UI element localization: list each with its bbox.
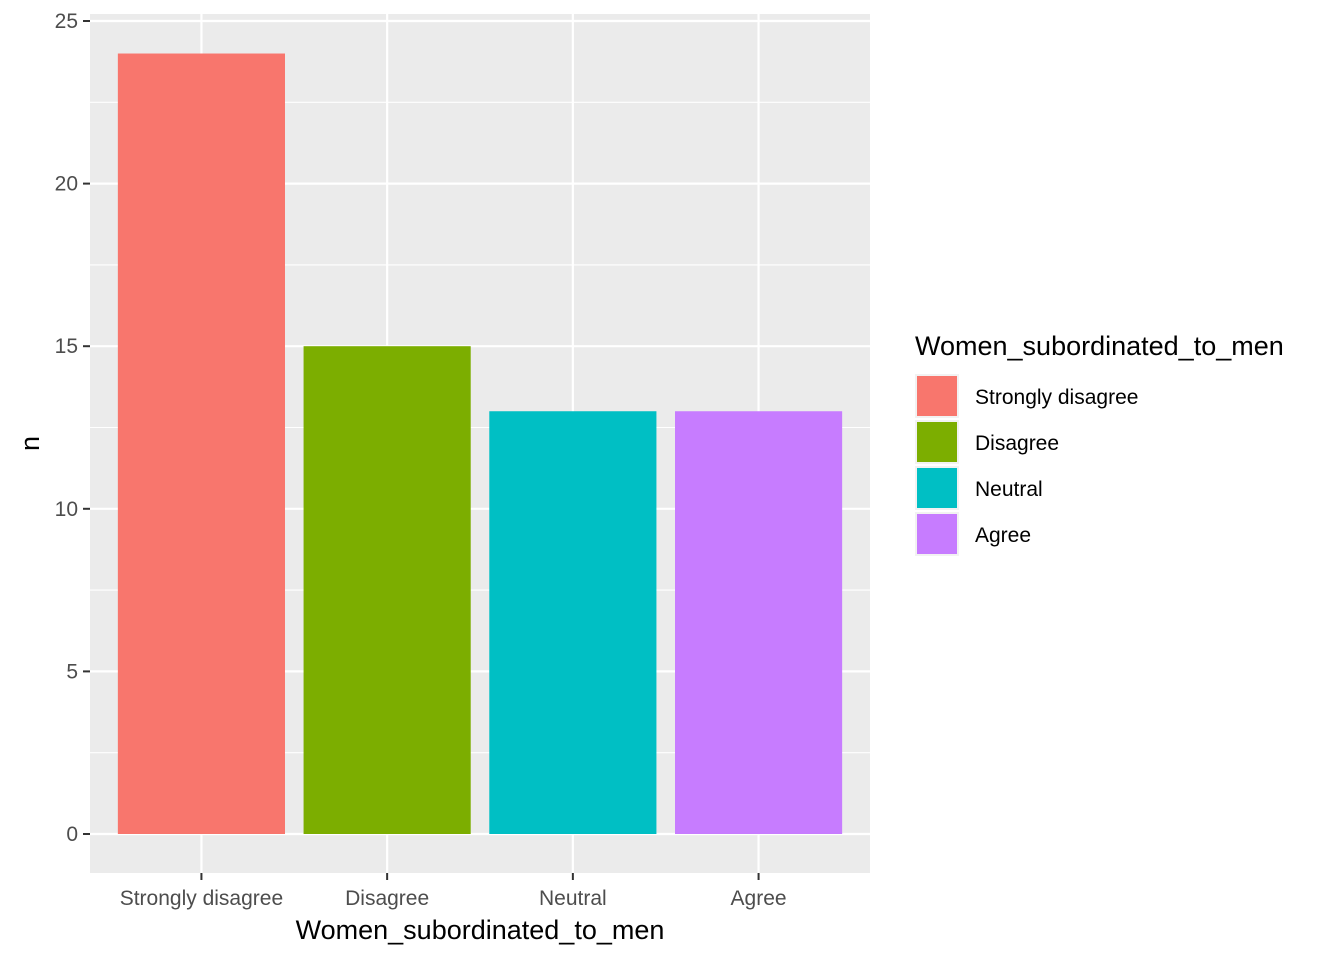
legend-swatch [917,514,957,554]
y-tick-label: 5 [66,660,78,683]
y-tick-label: 10 [55,498,78,521]
legend: Women_subordinated_to_men Strongly disag… [915,331,1284,556]
y-tick-label: 25 [55,10,78,33]
legend-label: Disagree [975,432,1059,455]
x-tick-label: Disagree [345,887,429,910]
x-axis: Strongly disagree Disagree Neutral Agree [120,873,787,910]
y-axis: 0 5 10 15 20 25 [55,10,90,846]
legend-label: Strongly disagree [975,386,1138,409]
bar [117,53,285,834]
x-tick-label: Agree [731,887,787,910]
legend-title: Women_subordinated_to_men [915,331,1284,361]
legend-label: Neutral [975,478,1043,501]
legend-swatch [917,468,957,508]
x-axis-title: Women_subordinated_to_men [296,915,665,945]
x-tick-label: Neutral [539,887,607,910]
legend-swatch [917,376,957,416]
legend-swatch [917,422,957,462]
bar [489,411,657,834]
bar [303,346,471,834]
y-axis-title: n [15,436,45,451]
y-tick-label: 20 [55,173,78,196]
legend-label: Agree [975,524,1031,547]
y-tick-label: 0 [66,823,78,846]
x-tick-label: Strongly disagree [120,887,283,910]
y-tick-label: 15 [55,335,78,358]
bar [675,411,843,834]
bars [117,53,843,834]
